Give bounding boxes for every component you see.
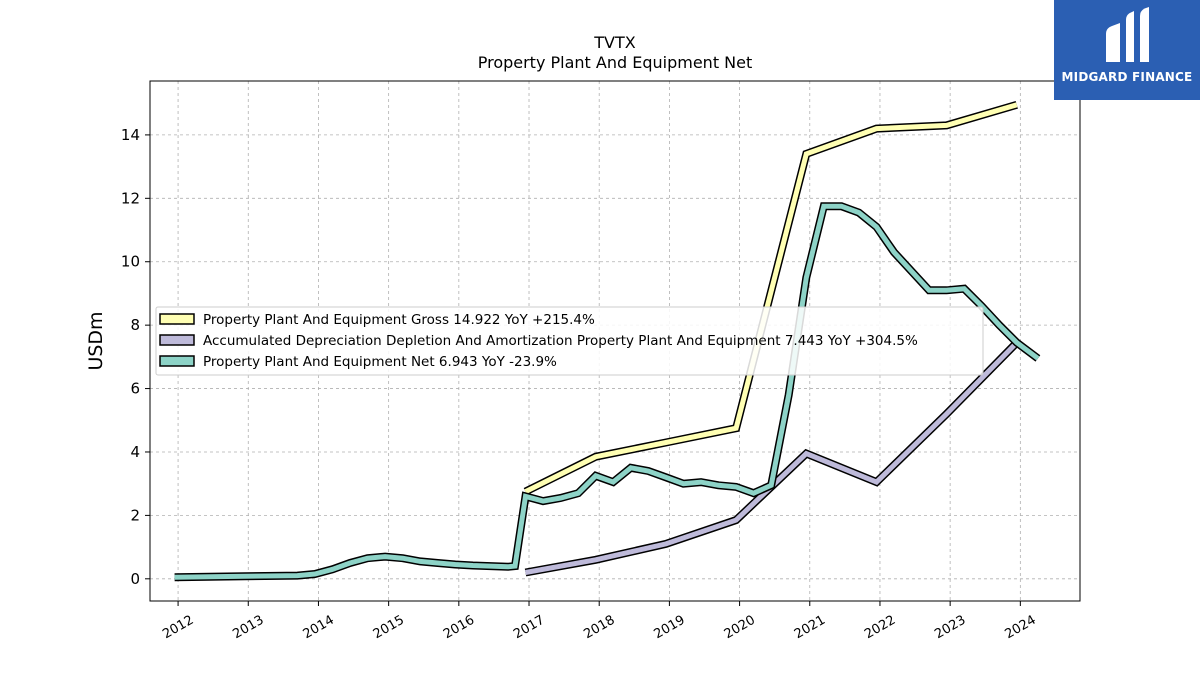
- brand-logo: MIDGARD FINANCE: [1054, 0, 1200, 100]
- x-tick-label: 2022: [862, 613, 898, 643]
- x-tick-label: 2023: [932, 613, 968, 643]
- legend-entry: Accumulated Depreciation Depletion And A…: [203, 333, 918, 349]
- series-line: [174, 203, 1040, 580]
- x-tick-label: 2013: [230, 613, 266, 643]
- legend-swatch: [159, 355, 195, 367]
- x-tick-label: 2018: [581, 613, 617, 643]
- logo-text: MIDGARD FINANCE: [1061, 70, 1193, 84]
- y-tick-label: 6: [130, 380, 140, 398]
- legend-swatch: [159, 334, 195, 346]
- x-tick-label: 2024: [1003, 613, 1039, 643]
- legend-swatch: [159, 313, 195, 325]
- y-tick-label: 4: [130, 443, 140, 461]
- x-tick-label: 2017: [511, 613, 547, 643]
- chart-title: TVTX: [593, 33, 635, 52]
- y-axis-label: USDm: [85, 311, 107, 370]
- logo-mark-icon: [1106, 7, 1149, 62]
- x-tick-label: 2020: [722, 613, 758, 643]
- series-layer: [174, 100, 1041, 582]
- series-2: [174, 202, 1041, 582]
- legend-entry: Property Plant And Equipment Net 6.943 Y…: [203, 354, 557, 370]
- x-axis: 2012 2013 2014 2015 2016 2017 2018 2019 2020 2021…: [160, 601, 1039, 643]
- series-0: [523, 100, 1018, 496]
- x-tick-label: 2014: [301, 613, 337, 643]
- legend: Property Plant And Equipment Gross 14.92…: [155, 306, 984, 376]
- y-tick-label: 0: [130, 570, 140, 588]
- x-tick-label: 2019: [652, 613, 688, 643]
- y-tick-label: 14: [121, 126, 140, 144]
- y-tick-label: 12: [121, 189, 140, 207]
- chart-subtitle: Property Plant And Equipment Net: [478, 53, 753, 72]
- x-tick-label: 2012: [160, 613, 196, 643]
- plot-frame: [149, 80, 1081, 602]
- y-axis: 0 2 4 6 8 10 12 14: [121, 126, 150, 588]
- x-tick-label: 2015: [371, 613, 407, 643]
- x-tick-label: 2016: [441, 613, 477, 643]
- y-tick-label: 10: [121, 253, 140, 271]
- x-tick-label: 2021: [792, 613, 828, 643]
- y-tick-label: 2: [130, 506, 140, 524]
- y-tick-label: 8: [130, 316, 140, 334]
- legend-entry: Property Plant And Equipment Gross 14.92…: [203, 312, 595, 328]
- legend-box: [155, 306, 984, 376]
- series-line: [524, 102, 1018, 494]
